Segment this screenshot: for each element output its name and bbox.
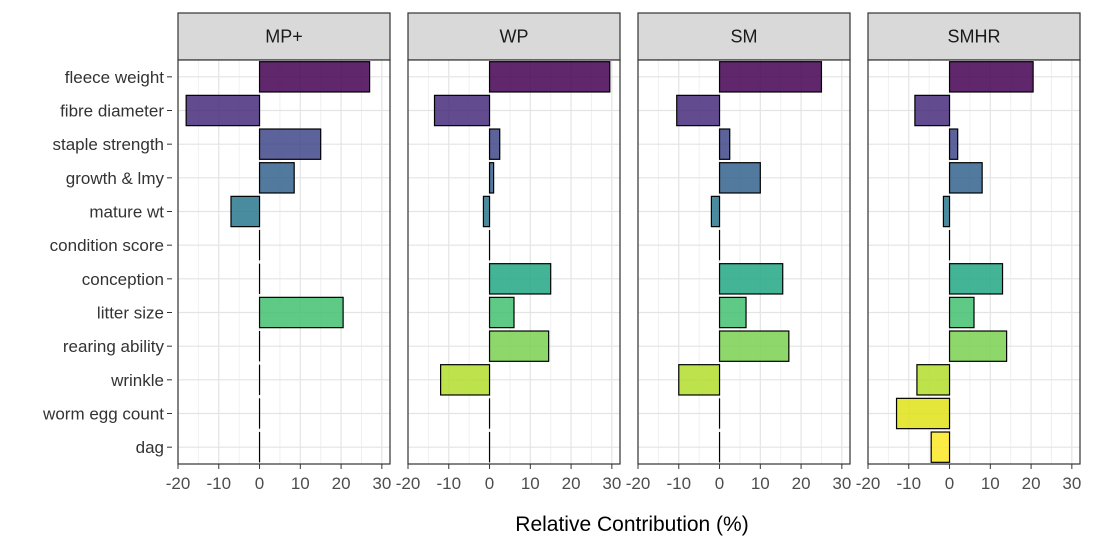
x-tick-label: -20 — [166, 474, 191, 493]
x-tick-label: -10 — [896, 474, 921, 493]
panel-border — [407, 59, 621, 465]
category-label: staple strength — [52, 135, 164, 154]
x-tick-label: 0 — [255, 474, 264, 493]
panel-background — [408, 60, 620, 464]
x-tick-label: -20 — [856, 474, 881, 493]
facet-label: SM — [731, 27, 758, 47]
x-tick-label: 20 — [562, 474, 581, 493]
bar-2-3 — [718, 162, 761, 194]
panel-background — [638, 60, 850, 464]
bar-3-2 — [948, 128, 959, 160]
x-tick-label: 10 — [291, 474, 310, 493]
bar-0-4 — [230, 195, 261, 228]
bar-3-1 — [914, 94, 951, 127]
bar-2-4 — [710, 195, 721, 228]
bar-3-10 — [895, 397, 951, 430]
facet-label: SMHR — [948, 27, 1001, 47]
bar-1-9 — [440, 364, 491, 396]
bar-2-0 — [718, 61, 823, 93]
bar-0-2 — [258, 128, 322, 160]
x-tick-label: -20 — [626, 474, 651, 493]
bar-1-3 — [488, 162, 495, 194]
x-tick-label: 20 — [332, 474, 351, 493]
facet-label: MP+ — [265, 27, 303, 47]
panel-border — [637, 59, 851, 465]
bar-3-6 — [948, 263, 1004, 295]
panel-border — [177, 59, 391, 465]
category-label: dag — [136, 438, 164, 457]
category-label: condition score — [50, 236, 164, 255]
x-tick-label: 10 — [751, 474, 770, 493]
panel-border — [867, 59, 1081, 465]
bar-3-7 — [948, 296, 975, 329]
bar-3-4 — [942, 195, 951, 228]
bar-2-7 — [718, 296, 747, 329]
bar-1-7 — [488, 296, 515, 329]
bar-2-8 — [718, 330, 790, 362]
bar-3-9 — [916, 364, 951, 396]
category-label: conception — [82, 270, 164, 289]
bar-2-2 — [718, 128, 731, 160]
bar-1-2 — [488, 128, 501, 160]
bar-2-1 — [676, 94, 721, 127]
bar-1-6 — [488, 263, 552, 295]
bar-1-4 — [482, 195, 491, 228]
x-tick-label: 30 — [602, 474, 621, 493]
bar-3-11 — [930, 431, 951, 463]
facet-strip — [867, 12, 1081, 61]
bar-0-3 — [258, 162, 295, 194]
facet-strip — [407, 12, 621, 61]
facet-label: WP — [500, 27, 529, 47]
bar-1-0 — [488, 61, 611, 93]
x-tick-label: -10 — [666, 474, 691, 493]
x-tick-label: 20 — [1022, 474, 1041, 493]
category-label: fleece weight — [65, 68, 165, 87]
x-tick-label: 10 — [521, 474, 540, 493]
category-label: mature wt — [89, 203, 164, 222]
x-tick-label: -10 — [206, 474, 231, 493]
panel-background — [178, 60, 390, 464]
bar-1-1 — [433, 94, 491, 127]
category-label: worm egg count — [42, 405, 164, 424]
bar-2-9 — [678, 364, 721, 396]
bar-1-8 — [488, 330, 550, 362]
bar-3-3 — [948, 162, 983, 194]
category-label: growth & lmy — [66, 169, 165, 188]
x-tick-label: 0 — [485, 474, 494, 493]
bar-0-0 — [258, 61, 371, 93]
x-tick-label: -10 — [436, 474, 461, 493]
facet-strip — [177, 12, 391, 61]
x-tick-label: -20 — [396, 474, 421, 493]
x-axis-title: Relative Contribution (%) — [515, 513, 748, 536]
x-tick-label: 30 — [832, 474, 851, 493]
x-tick-label: 20 — [792, 474, 811, 493]
x-tick-label: 30 — [372, 474, 391, 493]
panel-background — [868, 60, 1080, 464]
category-label: fibre diameter — [60, 102, 164, 121]
bar-0-7 — [258, 296, 344, 329]
x-tick-label: 10 — [981, 474, 1000, 493]
category-label: litter size — [97, 304, 164, 323]
bar-2-6 — [718, 263, 784, 295]
x-tick-label: 0 — [715, 474, 724, 493]
x-tick-label: 0 — [945, 474, 954, 493]
bar-0-1 — [185, 94, 261, 127]
bar-3-0 — [948, 61, 1034, 93]
bar-3-8 — [948, 330, 1008, 362]
category-label: rearing ability — [63, 337, 165, 356]
category-label: wrinkle — [110, 371, 164, 390]
x-tick-label: 30 — [1062, 474, 1081, 493]
